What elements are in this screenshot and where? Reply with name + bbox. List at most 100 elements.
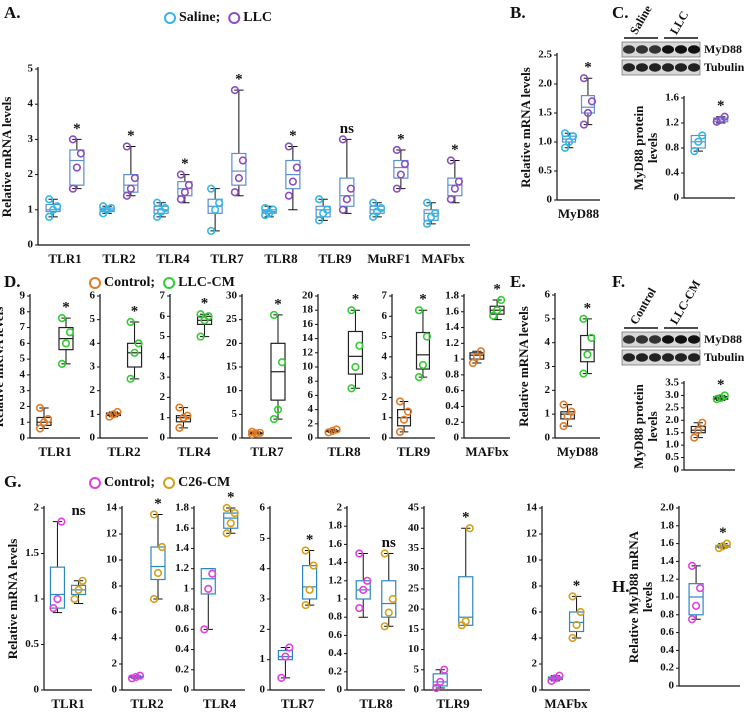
point	[234, 174, 243, 183]
point	[130, 174, 139, 183]
y-tick-label: 1.5	[665, 426, 679, 438]
y-tick-label: 0	[532, 684, 538, 696]
blot-band	[649, 353, 661, 362]
point	[57, 359, 67, 368]
point	[126, 184, 135, 193]
y-tick-label: 6	[112, 606, 118, 618]
point	[388, 594, 397, 604]
point	[687, 561, 697, 570]
point	[690, 433, 699, 442]
y-tick-label: 2	[337, 502, 343, 514]
point	[68, 184, 77, 193]
point	[342, 195, 351, 204]
y-tick-label: 1.4	[660, 555, 674, 567]
point	[355, 549, 364, 558]
point	[153, 568, 163, 578]
y-tick-label: 1.5	[538, 107, 552, 119]
y-tick-label: 1.2	[328, 574, 342, 586]
y-tick-label: 35	[408, 542, 420, 554]
y-tick-label: 20	[302, 290, 314, 302]
y-axis-label: Relative mRNA levels	[5, 539, 20, 660]
y-tick-label: 1.0	[538, 136, 552, 148]
point	[53, 594, 62, 604]
y-tick-label: 1.2	[665, 117, 679, 129]
blot-band	[636, 63, 648, 72]
y-tick-label: 1	[337, 593, 343, 605]
point	[153, 212, 162, 221]
y-tick-label: 2	[28, 168, 34, 180]
point	[338, 135, 347, 144]
point	[563, 412, 572, 421]
point	[323, 205, 332, 214]
band-label: MyD88	[704, 332, 742, 346]
y-tick-label: 0.5	[25, 638, 39, 650]
point	[122, 191, 131, 200]
significance: *	[451, 142, 459, 158]
y-tick-label: 5	[90, 313, 96, 325]
point	[269, 414, 279, 424]
point	[694, 137, 703, 146]
y-tick-label: 12	[302, 346, 314, 358]
y-tick-label: 0.6	[660, 626, 674, 638]
point	[269, 205, 278, 214]
y-tick-label: 5	[160, 330, 166, 342]
legend-marker	[89, 477, 101, 489]
point	[579, 369, 588, 378]
point	[292, 163, 301, 172]
x-tick-label: TLR1	[51, 696, 84, 711]
significance: *	[719, 525, 727, 541]
panel-label: G.	[4, 472, 21, 491]
point	[277, 673, 286, 682]
point	[305, 585, 314, 595]
significance: *	[352, 292, 360, 308]
significance: *	[462, 510, 470, 526]
blot-band	[675, 353, 687, 362]
y-tick-label: 12	[106, 528, 118, 540]
y-tick-label: 8	[112, 580, 118, 592]
significance: ns	[71, 503, 85, 519]
x-tick-label: MyD88	[558, 206, 600, 221]
x-tick-label: MyD88	[557, 444, 599, 459]
point	[176, 195, 185, 204]
point	[57, 313, 67, 323]
point	[207, 226, 216, 236]
y-tick-label: 0	[674, 464, 680, 476]
point	[414, 373, 424, 382]
y-tick-label: 3	[20, 384, 26, 396]
y-tick-label: 1	[382, 411, 388, 423]
point	[35, 424, 45, 433]
y-tick-label: 1.2	[660, 573, 674, 585]
point	[720, 391, 729, 400]
y-tick-label: 7	[160, 290, 166, 302]
y-tick-label: 1.8	[445, 290, 459, 302]
point	[559, 421, 568, 431]
point	[61, 339, 71, 348]
y-tick-label: 1.8	[328, 520, 342, 532]
point	[440, 665, 449, 674]
point	[35, 403, 45, 413]
y-tick-label: 1.0	[665, 439, 679, 451]
legend-label: C26-CM	[178, 475, 230, 490]
y-tick-label: 0.8	[660, 608, 674, 620]
panel-label: F.	[612, 272, 625, 291]
y-tick-label: 0.5	[665, 451, 679, 463]
point	[65, 328, 75, 337]
lane-label: Control	[627, 285, 659, 327]
point	[175, 423, 184, 432]
point	[131, 672, 141, 682]
point	[568, 592, 577, 601]
y-tick-label: 1	[184, 582, 190, 594]
y-tick-label: 14	[526, 502, 538, 514]
point	[251, 429, 261, 438]
y-tick-label: 8	[308, 375, 314, 387]
point	[355, 341, 364, 350]
point	[564, 137, 574, 147]
y-tick-label: 5	[382, 330, 388, 342]
blot-band	[688, 45, 700, 54]
y-tick-label: 2	[112, 658, 118, 670]
y-tick-label: 20	[226, 337, 238, 349]
point	[432, 683, 441, 693]
point	[196, 332, 205, 341]
y-tick-label: 0.2	[445, 416, 459, 428]
point	[332, 425, 341, 434]
